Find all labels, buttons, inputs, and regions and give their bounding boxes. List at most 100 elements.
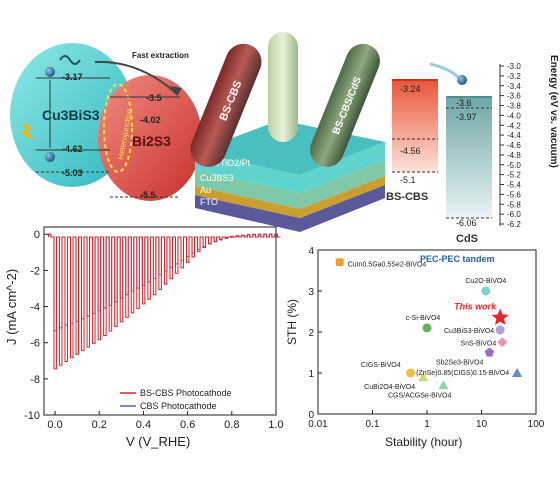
sth-point-cylinder [335, 258, 344, 267]
sth-xtick-label: 0.01 [308, 419, 328, 430]
energy-level-panel: -3.24 -4.56 -5.1 BS-CBS -3.6 -3.97 -6.06… [386, 55, 559, 245]
energy-ticks: -3.0-3.2-3.4-3.6-3.8-4.0-4.2-4.4-4.6-4.8… [500, 62, 521, 229]
bi2s3-name: Bi2S3 [132, 133, 171, 149]
bscbs-bottom-value: -5.1 [400, 175, 416, 185]
layer-au [195, 176, 385, 218]
sth-point-label: c-Si-BiVO4 [406, 315, 441, 322]
sth-point-diamond [497, 337, 508, 348]
bscbs-mid-value: -4.56 [400, 146, 421, 156]
sth-chart: PEC-PEC tandem 0.01 0.1 1 10 100 0 1 2 3 4 CuIn0.… [285, 246, 545, 449]
jv-xlabel: V (V_RHE) [126, 434, 190, 449]
sth-point-label: Cu3BiS3-BiVO4 [444, 328, 494, 335]
sth-point-circle [481, 286, 491, 296]
energy-tick-label: -6.0 [507, 210, 521, 219]
layer-label-1: Cu3BS3 [200, 173, 234, 183]
sth-point-label: This work [454, 302, 497, 312]
electron-wave-icon [59, 55, 81, 65]
cbs-cb-value: -3.17 [62, 72, 83, 82]
jv-ylabel: J (mA cm^-2) [4, 269, 19, 345]
layer-fto [195, 185, 385, 232]
energy-tick-label: -5.8 [507, 200, 521, 209]
jv-xtick-label: 0.8 [224, 419, 239, 431]
energy-tick-label: -4.6 [507, 141, 521, 150]
energy-tick-label: -5.0 [507, 161, 521, 170]
sth-point-circle [406, 368, 416, 378]
energy-axis-label: Energy (eV vs. vacuum) [548, 55, 559, 168]
sth-ylabel: STH (%) [285, 299, 299, 345]
sth-point-triangle [438, 380, 449, 390]
sth-point-triangle [512, 368, 523, 377]
sth-point-circle [495, 325, 505, 335]
sth-point-label: CIGS-BiVO4 [361, 362, 401, 369]
energy-tick-label: -3.4 [507, 82, 521, 91]
jv-xtick-label: 0.2 [92, 419, 107, 431]
jv-xtick-label: 0.4 [136, 419, 151, 431]
layer-label-2: Au [200, 185, 211, 195]
fast-extraction-text: Fast extraction [132, 51, 189, 60]
energy-tick-label: -6.2 [507, 220, 521, 229]
electron-dot [45, 67, 55, 77]
electron-ball [457, 75, 467, 85]
cds-bar [446, 97, 492, 218]
bs-mid-value: -4.02 [140, 115, 161, 125]
sth-xtick-label: 1 [424, 419, 430, 430]
sth-point-label: SnS-BiVO4 [460, 340, 496, 347]
rod-bs-cbs [190, 43, 262, 167]
sth-xlabel: Stability (hour) [385, 435, 462, 449]
layer-cbs [195, 160, 385, 209]
sth-point-label: Cu2O-BiVO4 [465, 278, 506, 285]
jv-xtick-label: 0.0 [47, 419, 62, 431]
jv-series-line [47, 233, 281, 370]
sth-ytick-label: 4 [308, 246, 314, 257]
jv-ytick-label: -6 [30, 338, 40, 350]
band-alignment-panel: Heterojunction Fast extraction Cu3BiS3 B… [10, 43, 202, 201]
bs-cb-value: -3.5 [146, 93, 162, 103]
cds-mid-value: -3.97 [456, 112, 477, 122]
sth-xtick-label: 10 [476, 419, 488, 430]
sth-point-label: Sb2Se3-BiVO4 [436, 360, 484, 367]
fast-extraction-arrow [94, 60, 179, 96]
heterojunction-region [103, 83, 133, 173]
sth-title: PEC-PEC tandem [420, 254, 495, 264]
layer-label-0: CdS/TiO2/Pt [200, 158, 251, 168]
jv-chart: 0.0 0.2 0.4 0.6 0.8 1.0 0 -2 -4 -6 -8 -10 J (mA cm^… [4, 226, 284, 449]
jv-plot-frame [43, 226, 277, 416]
sth-ytick-label: 3 [308, 287, 314, 298]
energy-tick-label: -3.2 [507, 72, 521, 81]
sth-xtick-label: 0.1 [366, 419, 380, 430]
energy-tick-label: -5.6 [507, 190, 521, 199]
sth-ytick-label: 1 [308, 369, 314, 380]
bs-vb-value: -5.5 [140, 190, 156, 200]
cds-name: CdS [456, 233, 478, 245]
energy-tick-label: -5.4 [507, 181, 521, 190]
bscbs-top-value: -3.24 [400, 84, 421, 94]
bscbs-bar [392, 80, 438, 172]
sth-point-circle [422, 323, 432, 333]
legend-cbs: CBS Photocathode [140, 401, 217, 411]
bscbs-name: BS-CBS [386, 191, 428, 203]
sth-ytick-label: 2 [308, 328, 314, 339]
energy-tick-label: -3.6 [507, 92, 521, 101]
sth-point-triangle [418, 372, 429, 382]
hole-dot [45, 152, 55, 162]
jv-xtick-label: 0.6 [180, 419, 195, 431]
sth-point-label: CGS/ACGSe-BiVO4 [388, 392, 452, 399]
energy-tick-label: -4.8 [507, 151, 521, 160]
jv-ytick-label: -8 [30, 374, 40, 386]
jv-ytick-label: -10 [24, 410, 40, 422]
energy-tick-label: -3.0 [507, 62, 521, 71]
legend-bscbs: BS-CBS Photocathode [140, 388, 232, 398]
sth-point-label: CuBi2O4-BiVO4 [364, 384, 415, 391]
sth-point-star [491, 308, 509, 325]
jv-ytick-label: -2 [30, 265, 40, 277]
jv-ytick-label: 0 [34, 229, 40, 241]
lightning-icon [20, 122, 34, 140]
sth-point-label: CuIn0.5Ga0.5Se2-BiVO4 [348, 261, 427, 268]
jv-ytick-label: -4 [30, 302, 40, 314]
layer-top [195, 142, 385, 193]
cbs-vb-value: -4.62 [62, 144, 83, 154]
layer-label-3: FTO [200, 197, 218, 207]
sth-xtick-label: 100 [528, 419, 545, 430]
device-schematic: CdS/TiO2/Pt Cu3BS3 Au FTO BS-CBS BS-CBS/… [190, 32, 385, 232]
